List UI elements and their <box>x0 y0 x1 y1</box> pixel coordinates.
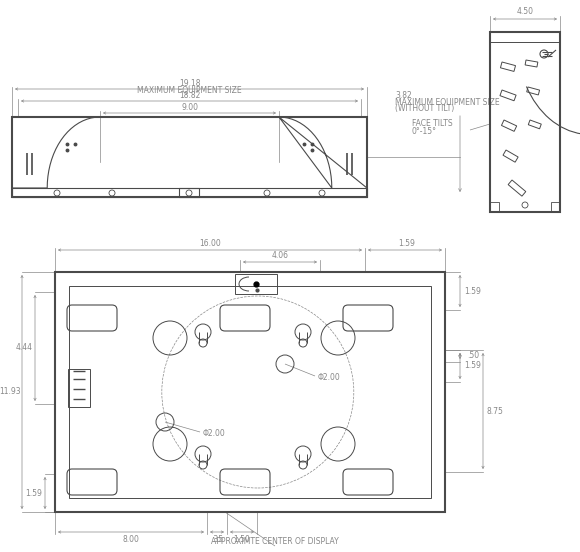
Text: 4.44: 4.44 <box>16 343 32 353</box>
Text: MAXIMUM EQUIPMENT SIZE: MAXIMUM EQUIPMENT SIZE <box>395 98 499 107</box>
Text: 19.18: 19.18 <box>179 78 200 88</box>
Text: FACE TILTS: FACE TILTS <box>412 119 452 129</box>
Bar <box>68 369 90 407</box>
Text: 0°-15°: 0°-15° <box>412 128 437 136</box>
Bar <box>490 202 499 212</box>
Text: Φ2.00: Φ2.00 <box>318 374 341 383</box>
Text: 11.93: 11.93 <box>0 388 21 396</box>
Bar <box>490 32 560 42</box>
Text: Φ2.00: Φ2.00 <box>203 428 226 438</box>
Text: 3.82: 3.82 <box>395 91 412 99</box>
Bar <box>69 286 431 498</box>
Bar <box>490 32 560 212</box>
Text: 1.59: 1.59 <box>465 362 481 370</box>
Text: (WITHOUT TILT): (WITHOUT TILT) <box>395 104 454 114</box>
Text: 1.50: 1.50 <box>234 534 251 544</box>
Text: 18.82: 18.82 <box>179 91 200 99</box>
Text: 8.75: 8.75 <box>487 406 503 416</box>
Text: APPROXIMTE CENTER OF DISPLAY: APPROXIMTE CENTER OF DISPLAY <box>211 537 339 546</box>
Text: 1.59: 1.59 <box>26 489 42 497</box>
Text: 9.00: 9.00 <box>181 103 198 112</box>
Bar <box>235 274 277 294</box>
Bar <box>12 117 367 197</box>
Text: 1.59: 1.59 <box>398 238 415 247</box>
Text: .50: .50 <box>467 352 479 360</box>
Bar <box>179 188 199 197</box>
Text: .35: .35 <box>211 534 223 544</box>
Text: 4.06: 4.06 <box>271 251 288 259</box>
Text: 8.00: 8.00 <box>122 534 139 544</box>
Text: MAXIMUM EQUIPMENT SIZE: MAXIMUM EQUIPMENT SIZE <box>137 86 242 94</box>
Text: 16.00: 16.00 <box>199 238 221 247</box>
Bar <box>55 272 445 512</box>
Text: 4.50: 4.50 <box>517 8 534 17</box>
Bar <box>551 202 560 212</box>
Bar <box>12 188 367 197</box>
Text: 1.59: 1.59 <box>465 286 481 295</box>
